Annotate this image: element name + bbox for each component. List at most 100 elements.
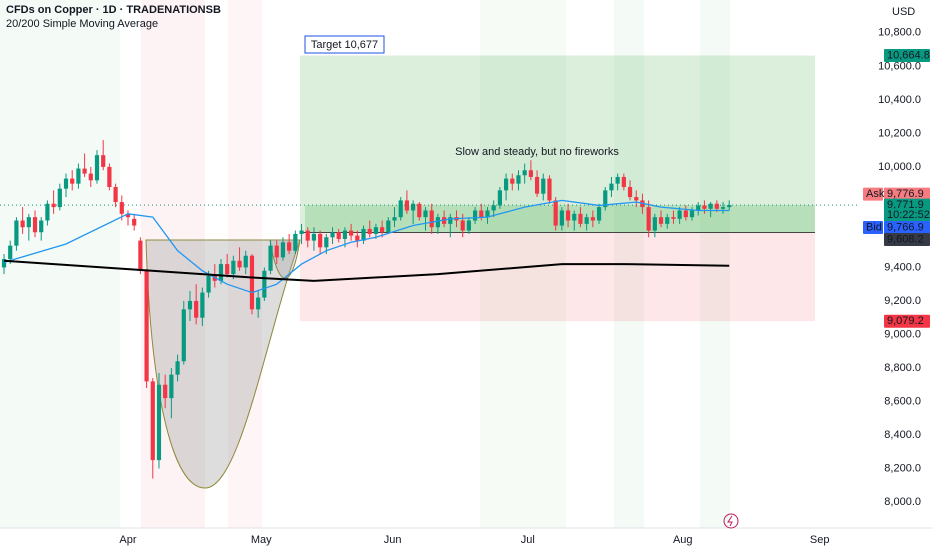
- candle-body: [45, 203, 50, 221]
- countdown-bg: [884, 208, 930, 222]
- candle-body: [528, 170, 533, 177]
- candle-body: [88, 173, 93, 181]
- candle-body: [336, 232, 341, 239]
- candle-body: [132, 218, 137, 226]
- candle-body: [125, 213, 131, 218]
- stop-price-tag-bg: [884, 314, 930, 328]
- candle-body: [262, 270, 267, 298]
- candle-body: [249, 255, 255, 310]
- candle-body: [572, 213, 577, 221]
- candle-body: [70, 178, 75, 184]
- candle-body: [720, 207, 726, 209]
- y-tick-label: 10,400.0: [878, 94, 921, 106]
- candle-body: [615, 176, 620, 184]
- candle-body: [231, 260, 236, 275]
- candle-body: [14, 220, 19, 246]
- candle-body: [398, 200, 403, 218]
- candle-body: [541, 178, 546, 194]
- target-label: Target 10,677: [311, 39, 378, 51]
- candle-body: [466, 220, 471, 231]
- candle-body: [491, 205, 496, 211]
- alert-icon[interactable]: [723, 513, 739, 529]
- candle-body: [590, 217, 595, 221]
- candle-body: [714, 203, 719, 209]
- candle-body: [212, 275, 217, 281]
- candle-body: [578, 213, 583, 224]
- candle-body: [187, 300, 193, 310]
- candle-body: [429, 210, 434, 228]
- candle-body: [94, 155, 100, 181]
- candle-body: [324, 237, 329, 248]
- candle-body: [194, 300, 199, 318]
- candle-body: [609, 183, 614, 191]
- candle-body: [565, 210, 571, 221]
- candle-body: [652, 217, 657, 231]
- candle-body: [225, 264, 230, 275]
- y-tick-label: 8,800.0: [884, 362, 921, 374]
- y-tick-label: 9,200.0: [884, 295, 921, 307]
- candle-body: [39, 220, 44, 233]
- moving-average: [3, 199, 730, 294]
- candle-body: [26, 217, 31, 228]
- plot-area: [0, 55, 860, 479]
- candle-body: [280, 242, 286, 258]
- y-tick-label: 9,000.0: [884, 328, 921, 340]
- note-label: Slow and steady, but no fireworks: [455, 146, 619, 158]
- candle-body: [553, 200, 558, 226]
- candle-body: [318, 233, 323, 248]
- candle-body: [534, 176, 540, 194]
- candle-body: [460, 220, 465, 231]
- candle-body: [603, 190, 608, 208]
- ask-label-bg: [863, 187, 883, 201]
- ask-price: 9,776.9: [887, 188, 924, 200]
- candle-body: [448, 217, 453, 224]
- candle-body: [596, 207, 602, 221]
- candle-body: [472, 210, 478, 221]
- entry-price-tag: 9,608.2: [887, 233, 924, 245]
- last-price-bg: [884, 198, 930, 212]
- currency-label: USD: [892, 6, 915, 18]
- candle-body: [330, 232, 335, 238]
- candle-body: [305, 230, 310, 241]
- target-price-tag-bg: [884, 48, 930, 62]
- candle-body: [522, 170, 527, 176]
- y-tick-label: 8,600.0: [884, 395, 921, 407]
- candle-body: [646, 207, 651, 231]
- candle-body: [392, 217, 397, 221]
- candle-body: [689, 210, 695, 218]
- candle-body: [57, 188, 62, 208]
- candle-body: [367, 228, 372, 234]
- candle-body: [206, 275, 211, 293]
- candle-body: [634, 197, 639, 201]
- x-tick-label: Apr: [119, 534, 136, 546]
- candle-body: [708, 203, 713, 209]
- cup-shape: [145, 239, 301, 489]
- candle-body: [380, 227, 385, 233]
- x-tick-label: Aug: [673, 534, 693, 546]
- bid-price-bg: [884, 221, 930, 235]
- candle-body: [200, 292, 205, 318]
- candle-body: [683, 210, 688, 218]
- candle-body: [479, 210, 484, 218]
- y-tick-label: 10,200.0: [878, 127, 921, 139]
- candle-body: [175, 361, 180, 375]
- entry-price-tag-bg: [884, 233, 930, 247]
- candle-body: [237, 260, 242, 268]
- candle-body: [82, 168, 87, 174]
- candle-body: [386, 220, 391, 233]
- candle-body: [144, 270, 149, 382]
- candle-body: [584, 217, 589, 224]
- candle-body: [342, 230, 348, 239]
- candle-body: [101, 155, 106, 167]
- candle-body: [435, 217, 441, 228]
- candle-body: [621, 176, 626, 188]
- candle-body: [163, 384, 168, 399]
- target-price-tag: 10,664.8: [887, 49, 930, 61]
- ask-price-bg: [884, 187, 930, 201]
- candle-body: [627, 187, 633, 198]
- candle-body: [503, 178, 509, 191]
- moving-average: [3, 259, 730, 282]
- candle-body: [268, 245, 273, 271]
- candle-body: [20, 220, 25, 228]
- candle-body: [727, 205, 732, 208]
